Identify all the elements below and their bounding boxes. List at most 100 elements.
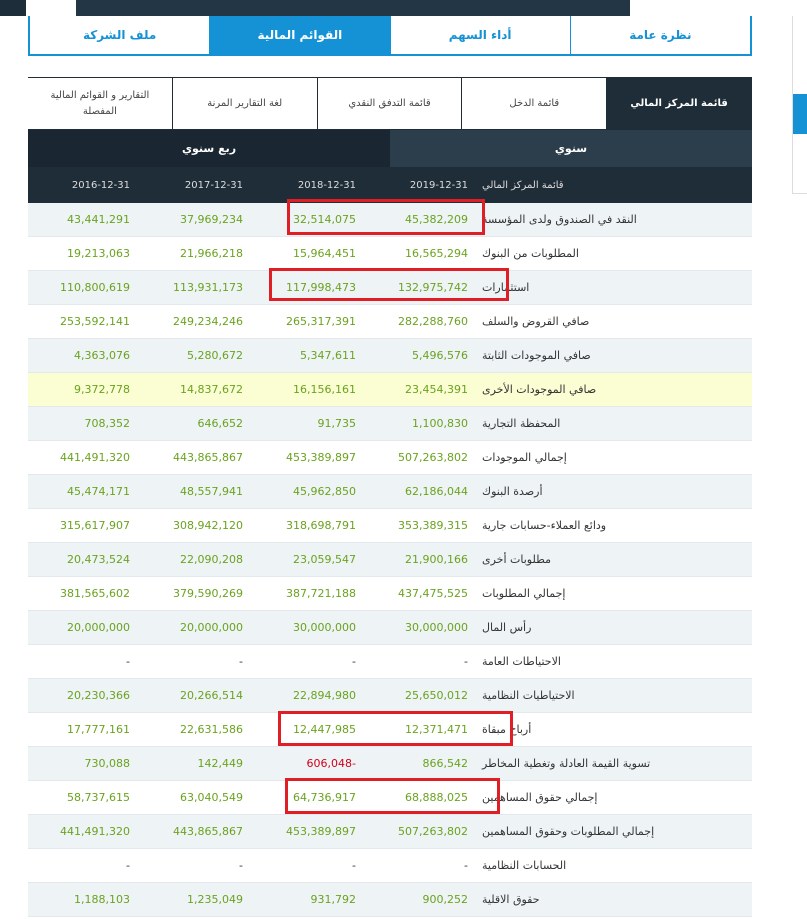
tab-stock-performance[interactable]: أداء السهم xyxy=(389,16,570,54)
header-label: قائمة المركز المالي xyxy=(482,179,564,191)
table-cell: 113,931,173 xyxy=(173,281,243,294)
table-cell: 22,894,980 xyxy=(293,689,356,702)
table-row: المطلوبات من البنوك 16,565,294 15,964,451 2… xyxy=(28,237,752,271)
table-cell: 866,542 xyxy=(422,757,469,770)
table-cell: 21,966,218 xyxy=(180,247,243,260)
table-cell: 20,000,000 xyxy=(180,621,243,634)
tab-balance-sheet[interactable]: قائمة المركز المالي xyxy=(607,77,752,130)
table-cell: 25,650,012 xyxy=(405,689,468,702)
tab-overview[interactable]: نظرة عامة xyxy=(569,16,750,54)
table-cell: 21,900,166 xyxy=(405,553,468,566)
table-cell: 379,590,269 xyxy=(173,587,243,600)
table-cell: 381,565,602 xyxy=(60,587,130,600)
table-cell: 900,252 xyxy=(422,893,469,906)
statement-tabs: قائمة المركز المالي قائمة الدخل قائمة ال… xyxy=(28,77,752,130)
table-cell: 606,048- xyxy=(306,757,356,770)
table-cell: 730,088 xyxy=(84,757,131,770)
table-cell: 1,188,103 xyxy=(74,893,130,906)
row-label: الحسابات النظامية xyxy=(482,859,567,872)
tab-cash-flow[interactable]: قائمة التدفق النقدي xyxy=(317,77,463,130)
table-row: المحفظة التجارية 1,100,830 91,735 646,652 70… xyxy=(28,407,752,441)
tab-financial-statements[interactable]: القوائم المالية xyxy=(209,16,390,54)
row-label: إجمالي حقوق المساهمين xyxy=(482,791,598,804)
table-cell: - xyxy=(239,859,243,872)
period-annual-button[interactable]: سنوي xyxy=(390,130,752,167)
table-cell: 45,474,171 xyxy=(67,485,130,498)
table-cell: 387,721,188 xyxy=(286,587,356,600)
table-cell: 14,837,672 xyxy=(180,383,243,396)
table-row: إجمالي المطلوبات وحقوق المساهمين 507,263,… xyxy=(28,815,752,849)
table-cell: 23,454,391 xyxy=(405,383,468,396)
table-cell: 443,865,867 xyxy=(173,825,243,838)
table-row: الحسابات النظامية - - - - xyxy=(28,849,752,883)
tab-detailed-reports[interactable]: التقارير و القوائم المالية المفصلة xyxy=(28,77,173,130)
table-cell: 1,235,049 xyxy=(187,893,243,906)
table-cell: 37,969,234 xyxy=(180,213,243,226)
table-cell: 4,363,076 xyxy=(74,349,130,362)
table-row: استثمارات 132,975,742 117,998,473 113,931,1… xyxy=(28,271,752,305)
table-cell: 20,230,366 xyxy=(67,689,130,702)
table-cell: 16,565,294 xyxy=(405,247,468,260)
side-panel-accent[interactable] xyxy=(793,94,807,134)
table-cell: 441,491,320 xyxy=(60,825,130,838)
table-cell: 5,280,672 xyxy=(187,349,243,362)
period-toggle: سنوي ربع سنوي xyxy=(28,130,752,167)
table-cell: 20,473,524 xyxy=(67,553,130,566)
table-cell: 249,234,246 xyxy=(173,315,243,328)
balance-sheet-table: قائمة المركز المالي 2019-12-31 2018-12-3… xyxy=(28,167,752,917)
row-label: المحفظة التجارية xyxy=(482,417,561,430)
row-label: أرباح مبقاة xyxy=(482,723,532,736)
table-cell: 30,000,000 xyxy=(405,621,468,634)
table-row: النقد في الصندوق ولدى المؤسسة 45,382,209 3… xyxy=(28,203,752,237)
table-cell: 32,514,075 xyxy=(293,213,356,226)
table-header-row: قائمة المركز المالي 2019-12-31 2018-12-3… xyxy=(28,167,752,203)
table-cell: 453,389,897 xyxy=(286,451,356,464)
table-row: إجمالي المطلوبات 437,475,525 387,721,188 37… xyxy=(28,577,752,611)
table-row: تسوية القيمة العادلة وتغطية المخاطر 866,5… xyxy=(28,747,752,781)
table-cell: 20,000,000 xyxy=(67,621,130,634)
tab-income-statement[interactable]: قائمة الدخل xyxy=(462,77,608,130)
table-cell: 507,263,802 xyxy=(398,825,468,838)
row-label: حقوق الاقلية xyxy=(482,893,540,906)
table-cell: 64,736,917 xyxy=(293,791,356,804)
banner-segment xyxy=(76,0,630,16)
tab-xbrl[interactable]: لغة التقارير المرنة xyxy=(172,77,318,130)
table-row: ودائع العملاء-حسابات جارية 353,389,315 318… xyxy=(28,509,752,543)
period-quarterly-button[interactable]: ربع سنوي xyxy=(28,130,390,167)
table-cell: 20,266,514 xyxy=(180,689,243,702)
table-cell: 5,347,611 xyxy=(300,349,356,362)
row-label: ودائع العملاء-حسابات جارية xyxy=(482,519,607,532)
table-cell: 1,100,830 xyxy=(412,417,468,430)
table-cell: 16,156,161 xyxy=(293,383,356,396)
main-tabs: نظرة عامة أداء السهم القوائم المالية ملف… xyxy=(28,16,752,56)
row-label: إجمالي المطلوبات xyxy=(482,587,566,600)
table-cell: 5,496,576 xyxy=(412,349,468,362)
table-cell: 45,382,209 xyxy=(405,213,468,226)
table-cell: 117,998,473 xyxy=(286,281,356,294)
table-cell: 253,592,141 xyxy=(60,315,130,328)
column-header: 2019-12-31 xyxy=(409,179,468,191)
table-row: أرباح مبقاة 12,371,471 12,447,985 22,631,58… xyxy=(28,713,752,747)
table-cell: - xyxy=(464,859,468,872)
row-label: إجمالي الموجودات xyxy=(482,451,567,464)
table-row: مطلوبات أخرى 21,900,166 23,059,547 22,090,2… xyxy=(28,543,752,577)
table-cell: 45,962,850 xyxy=(293,485,356,498)
tab-company-profile[interactable]: ملف الشركة xyxy=(30,16,210,54)
table-cell: - xyxy=(352,859,356,872)
table-cell: 708,352 xyxy=(84,417,131,430)
top-banner xyxy=(0,0,807,16)
table-cell: 132,975,742 xyxy=(398,281,468,294)
table-cell: 63,040,549 xyxy=(180,791,243,804)
side-panel xyxy=(792,16,807,194)
table-cell: 507,263,802 xyxy=(398,451,468,464)
table-cell: 68,888,025 xyxy=(405,791,468,804)
table-cell: 19,213,063 xyxy=(67,247,130,260)
table-cell: 265,317,391 xyxy=(286,315,356,328)
table-row: أرصدة البنوك 62,186,044 45,962,850 48,557,9… xyxy=(28,475,752,509)
table-cell: 646,652 xyxy=(197,417,244,430)
table-cell: 453,389,897 xyxy=(286,825,356,838)
table-cell: 48,557,941 xyxy=(180,485,243,498)
table-cell: - xyxy=(352,655,356,668)
table-cell: 9,372,778 xyxy=(74,383,130,396)
row-label: صافي القروض والسلف xyxy=(482,315,590,328)
